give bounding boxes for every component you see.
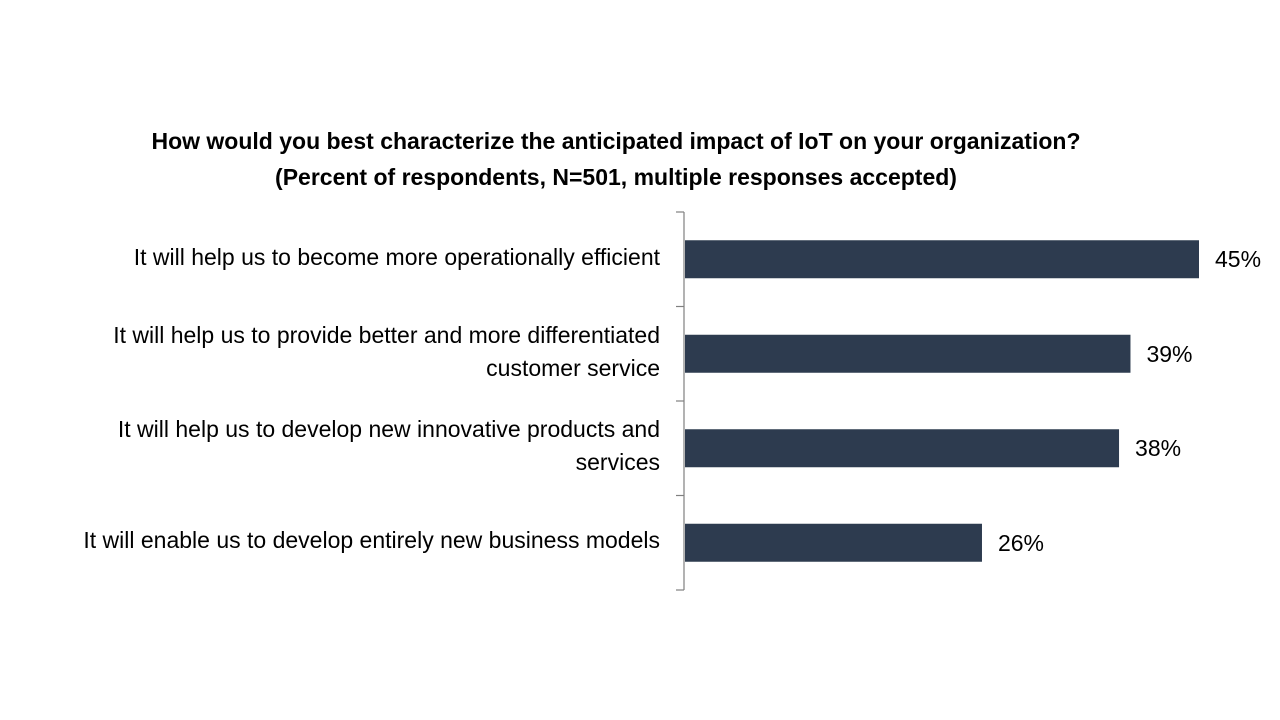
chart-subtitle: (Percent of respondents, N=501, multiple… xyxy=(275,164,957,190)
category-label: It will help us to develop new innovativ… xyxy=(0,413,660,479)
bar xyxy=(685,429,1120,468)
bar-value-label: 38% xyxy=(1135,435,1182,462)
bar-value-label: 45% xyxy=(1215,246,1262,273)
category-label-line: It will help us to develop new innovativ… xyxy=(117,416,660,443)
category-label: It will enable us to develop entirely ne… xyxy=(0,524,660,557)
category-label: It will help us to become more operation… xyxy=(0,241,660,274)
bar xyxy=(685,240,1199,279)
bar xyxy=(685,523,982,562)
category-label-line: services xyxy=(575,449,660,476)
bar-value-label: 26% xyxy=(997,529,1045,556)
category-label-line: It will help us to provide better and mo… xyxy=(113,321,660,348)
category-label-line: It will help us to become more operation… xyxy=(133,243,660,270)
category-label-line: It will enable us to develop entirely ne… xyxy=(83,527,660,554)
category-label: It will help us to provide better and mo… xyxy=(0,319,660,385)
bar-value-label: 39% xyxy=(1146,340,1193,367)
chart-title: How would you best characterize the anti… xyxy=(151,128,1081,154)
category-label-line: customer service xyxy=(486,354,660,381)
bar xyxy=(685,334,1131,373)
